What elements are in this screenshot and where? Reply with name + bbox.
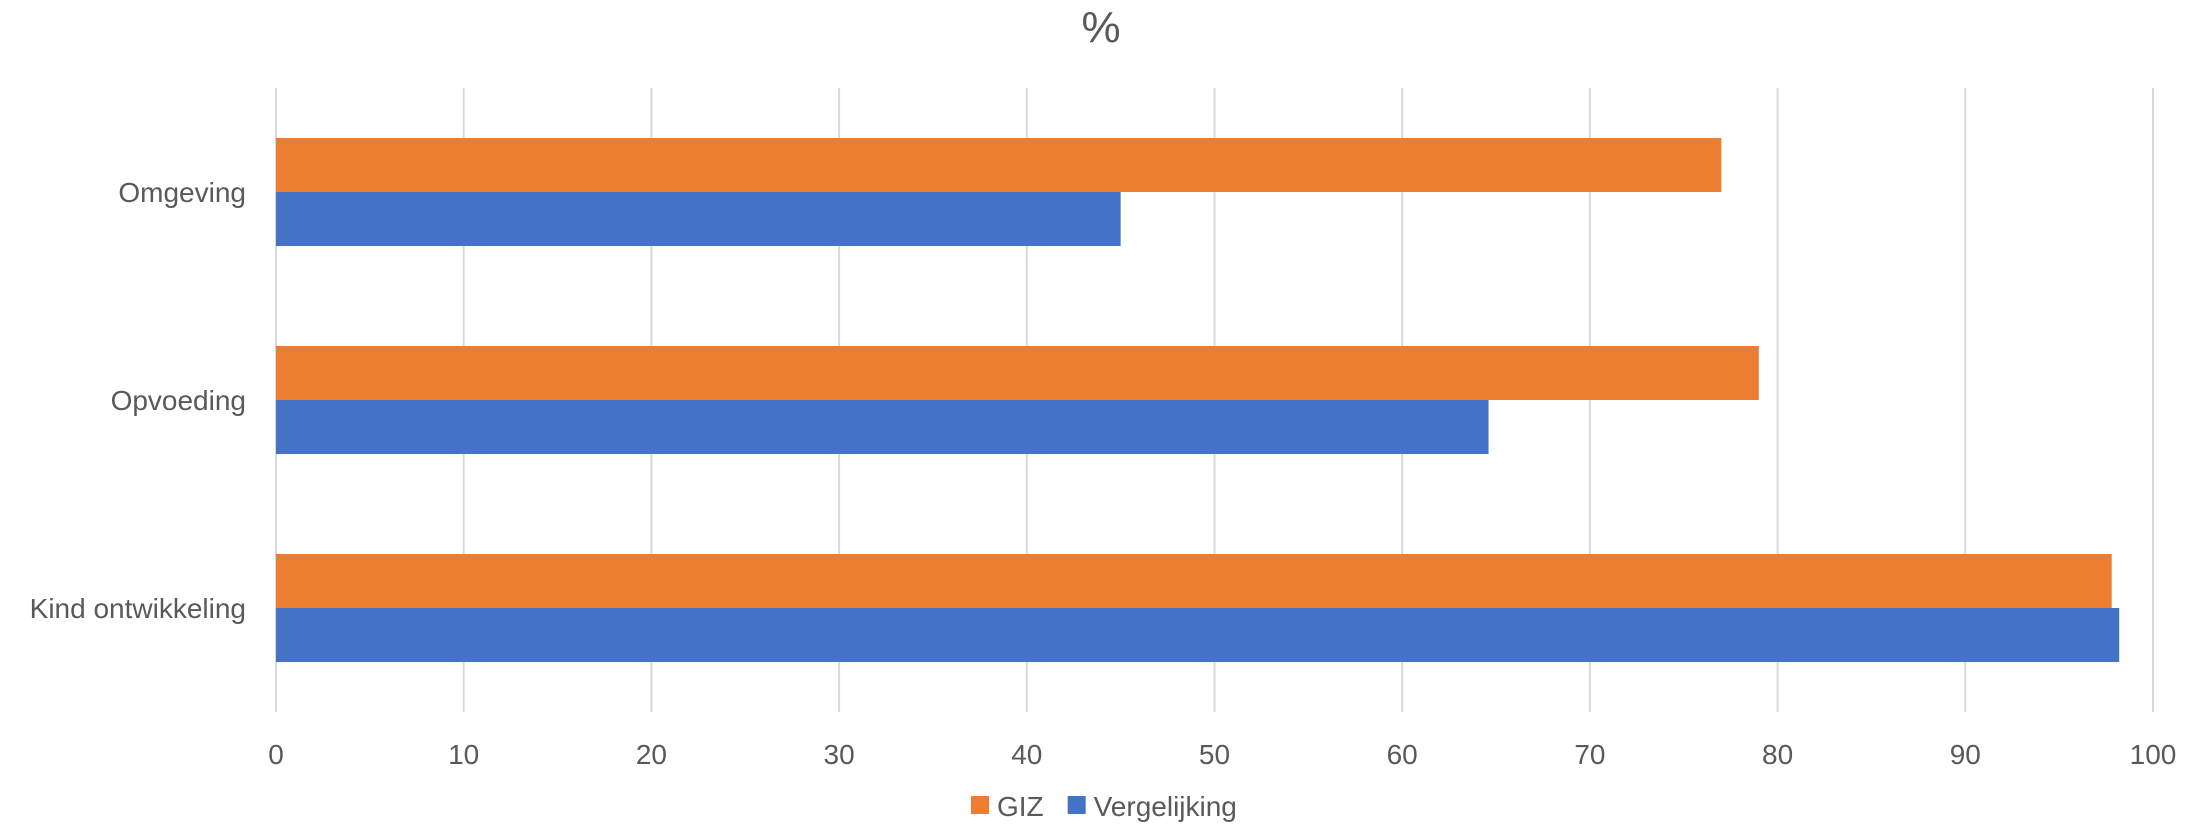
category-labels: Omgeving Opvoeding Kind ontwikkeling [30, 177, 246, 624]
legend: GIZ Vergelijking [971, 791, 1237, 822]
bar-vergelijking-2 [276, 608, 2120, 662]
x-tick-label: 60 [1387, 739, 1418, 770]
x-tick-label: 90 [1950, 739, 1981, 770]
bar-giz-0 [276, 138, 1722, 192]
legend-swatch-vergelijking [1067, 796, 1086, 814]
x-tick-label: 0 [268, 739, 284, 770]
bar-giz-2 [276, 554, 2112, 608]
x-tick-label: 70 [1574, 739, 1605, 770]
x-tick-label: 100 [2130, 739, 2177, 770]
category-label: Opvoeding [111, 385, 246, 416]
bar-vergelijking-1 [276, 400, 1489, 454]
x-axis-tick-labels: 0 10 20 30 40 50 60 70 80 90 100 [268, 739, 2176, 770]
x-tick-label: 30 [824, 739, 855, 770]
bar-vergelijking-0 [276, 192, 1121, 246]
x-tick-label: 20 [636, 739, 667, 770]
bar-giz-1 [276, 346, 1759, 400]
legend-label: GIZ [997, 791, 1044, 822]
legend-swatch-giz [971, 796, 989, 814]
chart-title: % [1081, 3, 1120, 52]
legend-label: Vergelijking [1094, 791, 1237, 822]
category-label: Omgeving [118, 177, 246, 208]
x-tick-label: 50 [1199, 739, 1230, 770]
x-tick-label: 80 [1762, 739, 1793, 770]
bars [276, 138, 2120, 662]
category-label: Kind ontwikkeling [30, 593, 246, 624]
x-tick-label: 40 [1011, 739, 1042, 770]
x-tick-label: 10 [448, 739, 479, 770]
